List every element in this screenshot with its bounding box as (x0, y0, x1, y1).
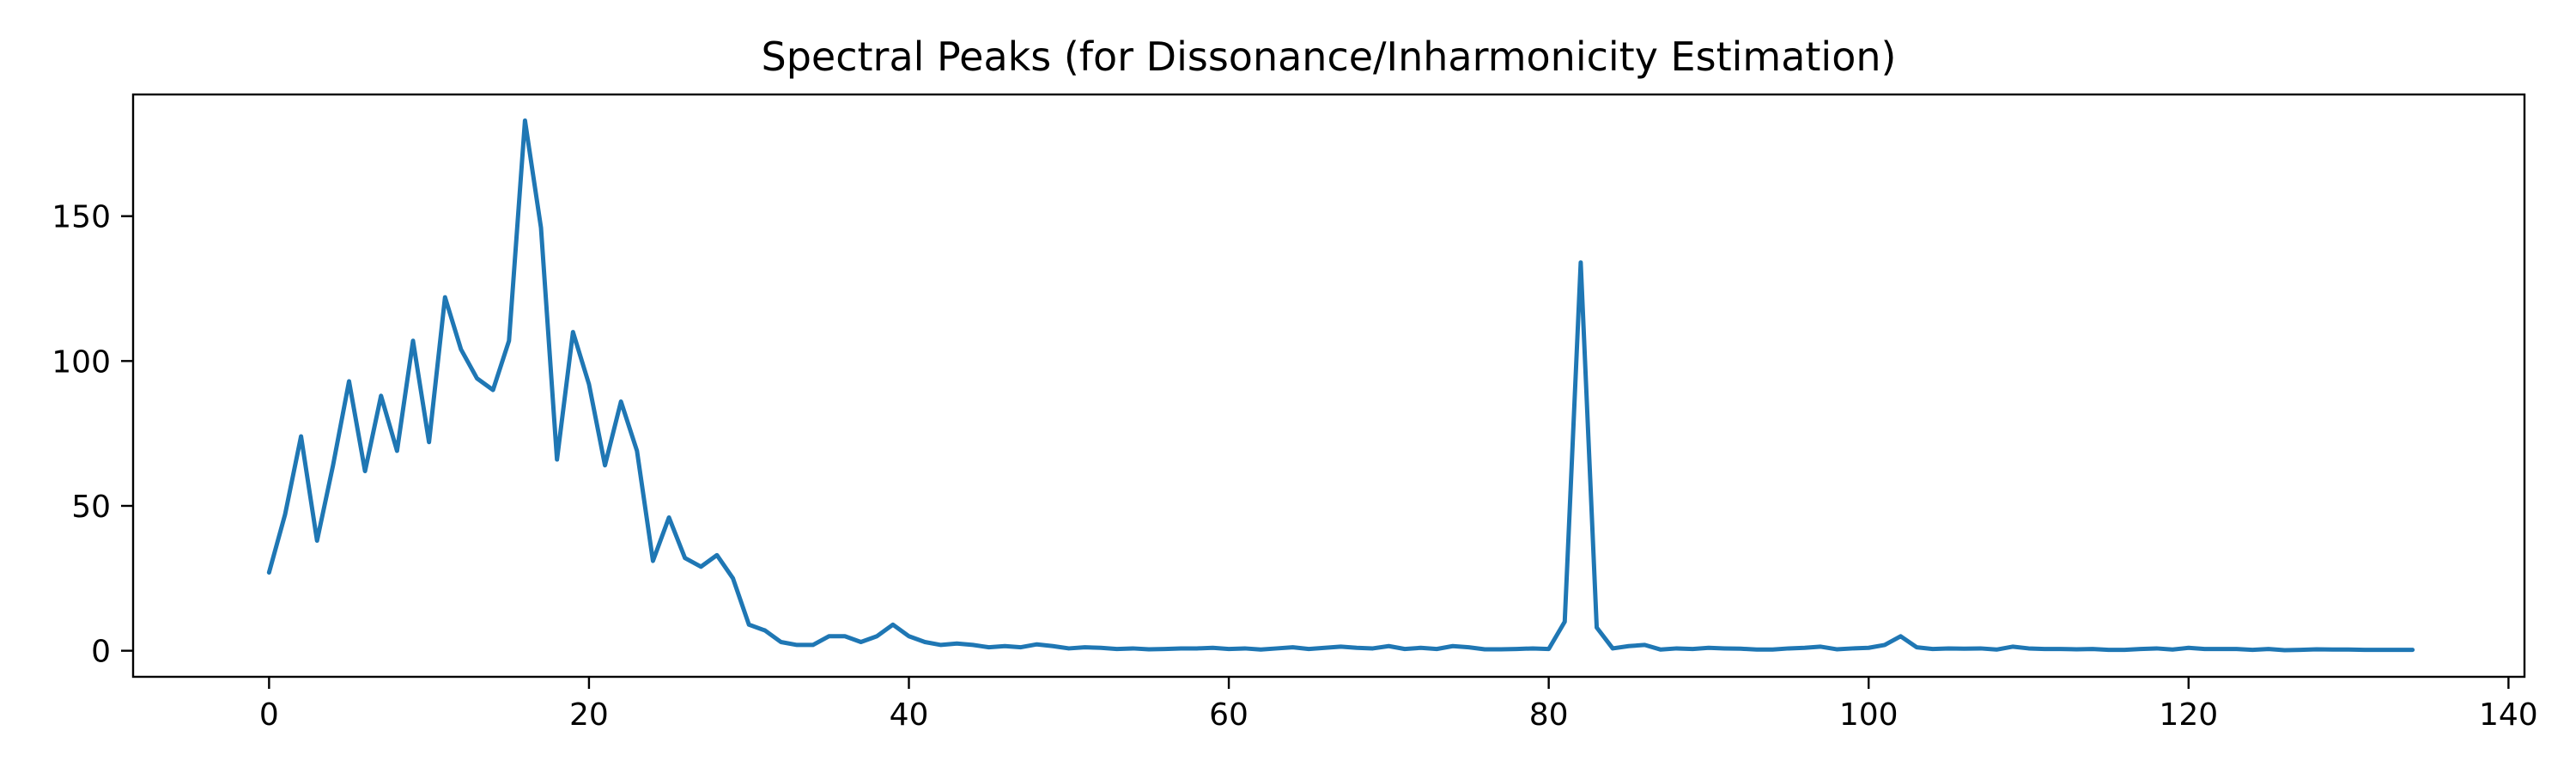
x-tick-label: 140 (2479, 697, 2538, 733)
y-tick-label: 150 (52, 200, 111, 235)
x-tick-label: 120 (2159, 697, 2218, 733)
y-tick-label: 100 (52, 344, 111, 380)
y-tick-label: 50 (71, 490, 111, 525)
y-tick-label: 0 (91, 635, 111, 670)
plot-frame (131, 93, 2526, 679)
x-tick-label: 80 (1529, 697, 1569, 733)
x-tick-label: 100 (1839, 697, 1899, 733)
y-axis: 0 50 100 150 (52, 200, 133, 670)
x-tick-label: 20 (569, 697, 609, 733)
x-tick-label: 0 (259, 697, 279, 733)
x-axis: 0 20 40 60 80 100 120 140 (259, 677, 2538, 733)
x-tick-label: 40 (890, 697, 929, 733)
x-tick-label: 60 (1209, 697, 1249, 733)
chart-title: Spectral Peaks (for Dissonance/Inharmoni… (762, 33, 1897, 80)
plot-area (266, 118, 2415, 653)
series-line (266, 118, 2415, 653)
